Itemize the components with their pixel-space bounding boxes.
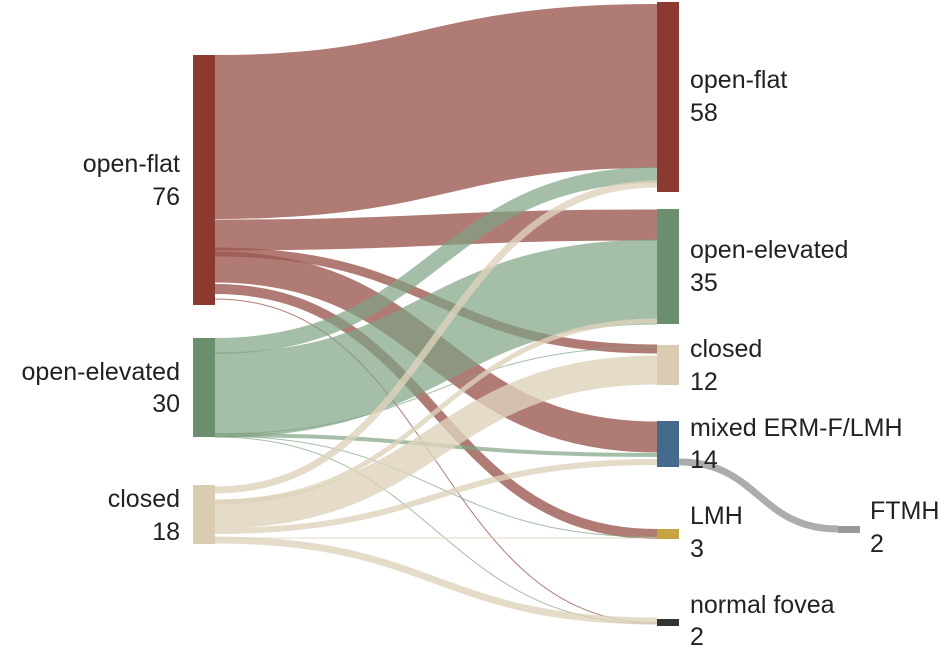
link-closed-to-normal-fovea	[214, 536, 658, 625]
label-target-ftmh-count: 2	[870, 530, 884, 558]
node-target-open-elevated	[657, 209, 679, 324]
label-source-open-flat-count: 76	[152, 183, 180, 211]
node-source-closed	[193, 485, 215, 544]
link-open-elevated-to-lmh	[214, 435, 658, 538]
link-open-flat-to-open-elevated	[214, 209, 658, 251]
label-source-open-elevated-count: 30	[152, 390, 180, 418]
node-target-normal-fovea	[657, 619, 679, 626]
node-target-mixed-erm-f-lmh	[657, 421, 679, 467]
link-open-elevated-to-closed	[214, 346, 658, 435]
label-target-lmh-name: LMH	[690, 502, 743, 530]
label-target-normal-name: normal fovea	[690, 591, 835, 619]
label-target-mixed-name: mixed ERM-F/LMH	[690, 414, 903, 442]
label-source-open-flat-name: open-flat	[83, 150, 180, 178]
label-source-closed-name: closed	[108, 485, 180, 513]
label-source-closed-count: 18	[152, 518, 180, 546]
label-target-open-elevated-name: open-elevated	[690, 236, 848, 264]
link-closed-to-mixed-erm-f-lmh	[214, 459, 658, 534]
node-source-open-elevated	[193, 338, 215, 437]
stage-nodes	[193, 2, 860, 626]
link-closed-to-open-flat	[214, 180, 658, 494]
link-open-flat-to-normal-fovea	[214, 298, 658, 624]
link-mixed-erm-f-lmh-to-ftmh	[678, 458, 839, 533]
label-target-lmh-count: 3	[690, 535, 704, 563]
link-open-elevated-to-open-flat	[214, 167, 658, 354]
label-target-open-flat-count: 58	[690, 99, 718, 127]
label-source-open-elevated-name: open-elevated	[22, 358, 180, 386]
label-target-closed-name: closed	[690, 335, 762, 363]
label-target-mixed-count: 14	[690, 446, 718, 474]
link-open-flat-to-open-flat	[214, 4, 658, 219]
label-target-normal-count: 2	[690, 623, 704, 649]
label-target-open-elevated-count: 35	[690, 269, 718, 297]
node-labels: open-flat 76 open-elevated 30 closed 18 …	[22, 66, 940, 649]
label-target-closed-count: 12	[690, 368, 718, 396]
label-target-ftmh-name: FTMH	[870, 497, 939, 525]
node-target-open-flat	[657, 2, 679, 192]
label-target-open-flat-name: open-flat	[690, 66, 787, 94]
flow-links	[214, 4, 839, 625]
node-source-open-flat	[193, 55, 215, 305]
link-closed-to-closed	[214, 355, 658, 529]
node-target-lmh	[657, 529, 679, 539]
node-target-ftmh	[838, 526, 860, 533]
node-target-closed	[657, 345, 679, 385]
